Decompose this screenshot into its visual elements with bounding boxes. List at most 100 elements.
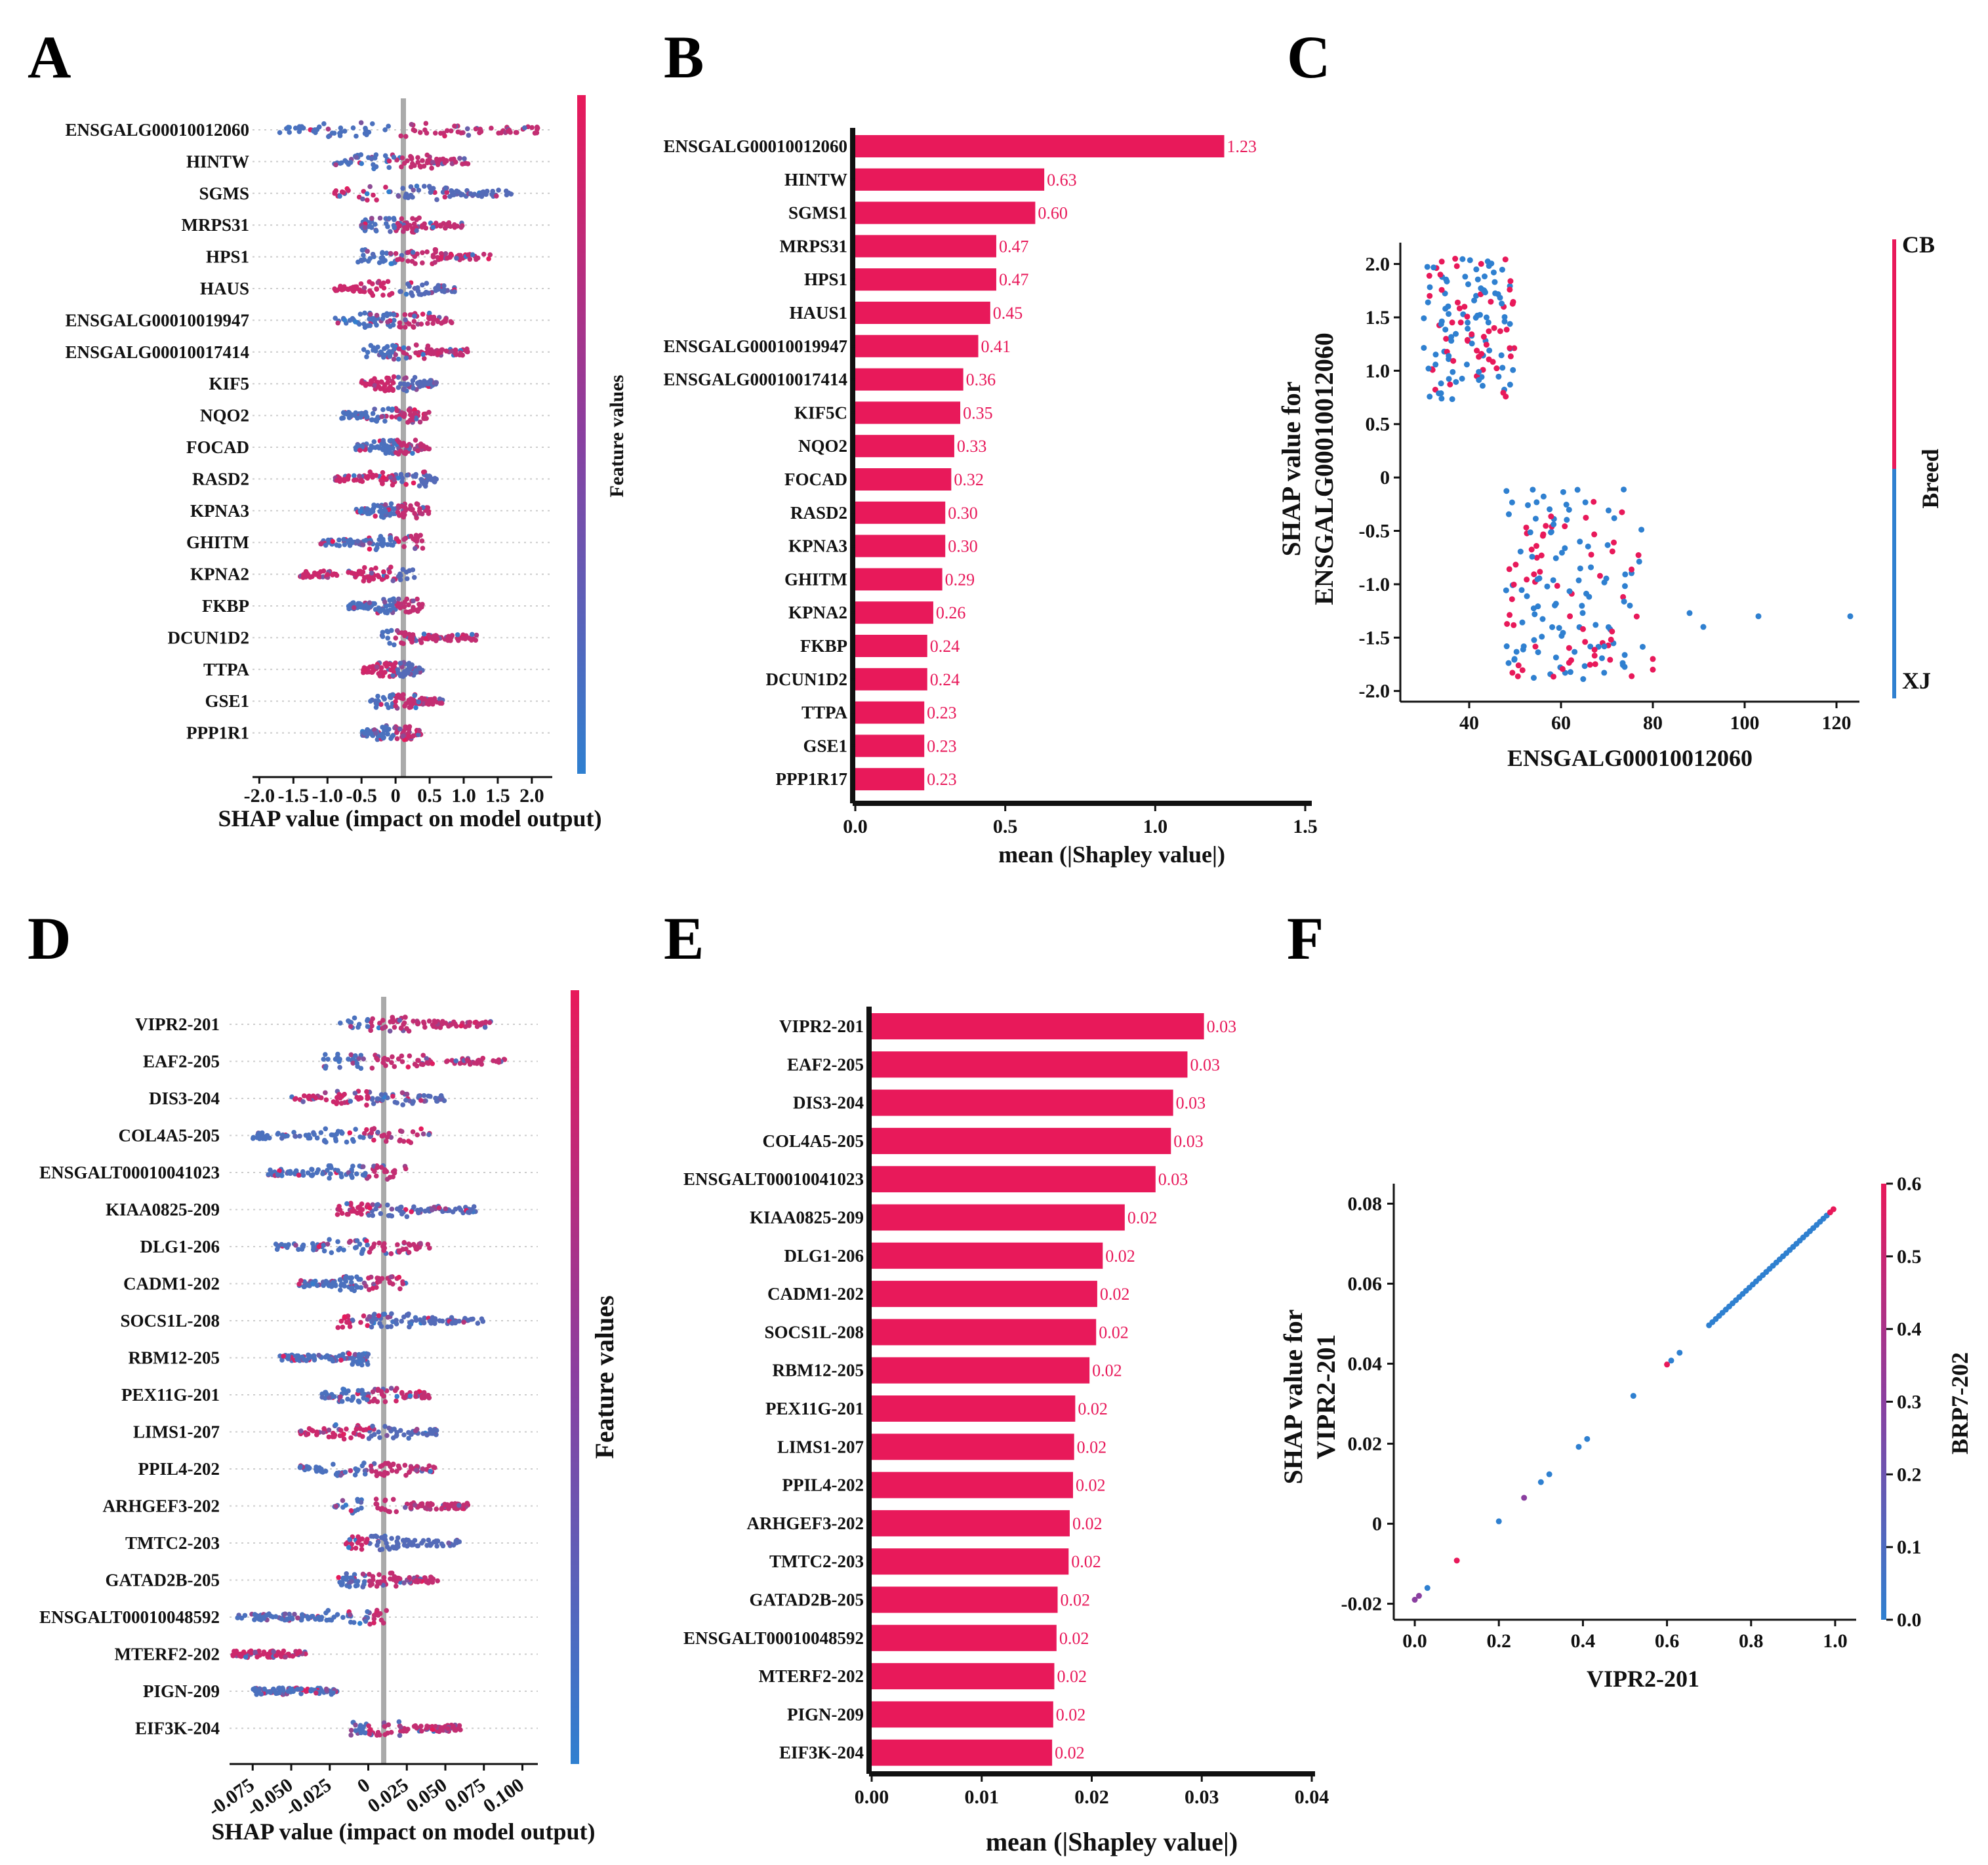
d-shap-point	[416, 1503, 422, 1509]
f-point	[1676, 1350, 1683, 1356]
d-shap-point	[355, 1498, 361, 1504]
a-shap-point	[421, 184, 427, 189]
c-point	[1462, 273, 1469, 280]
d-shap-point	[434, 1543, 439, 1549]
a-shap-point	[368, 378, 374, 384]
d-shap-point	[333, 1503, 339, 1509]
a-shap-point	[397, 416, 402, 422]
a-shap-point	[380, 354, 386, 360]
a-shap-point	[369, 570, 375, 576]
a-shap-point	[432, 190, 437, 195]
b-bar	[855, 534, 946, 557]
e-value-label: 0.02	[1127, 1209, 1158, 1228]
a-shap-point	[376, 384, 382, 390]
d-shap-point	[351, 1430, 357, 1436]
d-shap-point	[406, 1250, 412, 1255]
a-shap-point	[418, 164, 424, 170]
a-feature-label: TTPA	[203, 660, 250, 679]
d-shap-point	[430, 1022, 436, 1028]
panel-c-colorbar-top-label: CB	[1902, 231, 1935, 258]
d-shap-point	[249, 1650, 254, 1656]
c-point	[1443, 336, 1450, 342]
c-point	[1592, 622, 1599, 628]
d-shap-point	[361, 1247, 366, 1253]
d-shap-point	[396, 1056, 401, 1062]
d-shap-point	[418, 1098, 424, 1103]
a-shap-point	[426, 511, 432, 516]
d-shap-point	[271, 1649, 276, 1654]
d-shap-point	[338, 1428, 344, 1434]
e-category-label: PIGN-209	[787, 1704, 864, 1724]
d-shap-point	[354, 1171, 359, 1176]
b-bar	[855, 302, 990, 324]
a-shap-point	[430, 186, 436, 191]
a-shap-point	[370, 509, 376, 514]
d-shap-point	[314, 1170, 319, 1176]
a-x-tick-label: 0	[391, 785, 401, 807]
a-shap-point	[420, 470, 426, 475]
f-colorbar-tick-label: 0.4	[1897, 1319, 1922, 1340]
c-point	[1566, 645, 1572, 651]
a-shap-point	[447, 635, 453, 641]
c-point	[1560, 489, 1566, 495]
c-point	[1587, 662, 1593, 668]
c-point	[1552, 654, 1559, 661]
a-shap-point	[378, 504, 384, 510]
a-shap-point	[388, 511, 394, 516]
a-shap-point	[474, 632, 479, 638]
f-point	[1415, 1593, 1422, 1599]
d-shap-point	[369, 1324, 375, 1330]
f-y-tick-label: -0.02	[1341, 1594, 1383, 1615]
d-shap-point	[401, 1138, 407, 1144]
c-point	[1543, 523, 1549, 529]
d-shap-point	[349, 1275, 354, 1281]
a-x-tick-label: 1.5	[485, 785, 510, 807]
d-shap-point	[323, 1610, 329, 1616]
d-shap-point	[237, 1653, 243, 1658]
c-point	[1531, 637, 1537, 643]
a-shap-point	[369, 216, 375, 221]
c-point	[1580, 626, 1587, 632]
c-point	[1453, 331, 1459, 337]
a-shap-point	[325, 572, 331, 577]
d-shap-point	[348, 1052, 354, 1058]
c-point	[1421, 315, 1427, 321]
d-shap-point	[361, 1460, 367, 1466]
a-shap-point	[433, 249, 438, 255]
a-shap-point	[394, 450, 399, 456]
a-shap-point	[342, 129, 348, 134]
a-shap-point	[409, 291, 414, 296]
a-shap-point	[372, 601, 377, 607]
a-shap-point	[458, 130, 464, 136]
d-shap-point	[346, 1056, 351, 1062]
d-shap-point	[350, 1361, 355, 1367]
d-shap-point	[399, 1053, 405, 1059]
a-shap-point	[377, 509, 382, 514]
d-shap-point	[305, 1431, 311, 1437]
d-shap-point	[314, 1283, 320, 1289]
a-shap-point	[392, 642, 397, 648]
c-point	[1430, 264, 1437, 271]
a-shap-point	[416, 699, 422, 705]
a-shap-point	[405, 258, 411, 264]
d-shap-point	[340, 1352, 346, 1357]
d-shap-point	[279, 1616, 285, 1622]
c-point	[1577, 565, 1583, 572]
d-shap-point	[275, 1131, 281, 1137]
e-bar	[872, 1013, 1204, 1039]
a-shap-point	[395, 220, 401, 226]
b-category-label: HAUS1	[789, 303, 847, 323]
a-shap-point	[325, 537, 331, 543]
a-shap-point	[384, 311, 390, 317]
e-bar	[872, 1089, 1173, 1116]
a-shap-point	[361, 668, 367, 673]
d-shap-point	[352, 1508, 358, 1514]
a-shap-point	[361, 565, 367, 571]
d-shap-point	[402, 1395, 407, 1401]
c-point	[1507, 345, 1513, 351]
c-point	[1498, 352, 1505, 359]
d-shap-point	[361, 1313, 367, 1319]
d-shap-point	[340, 1130, 345, 1136]
a-shap-point	[403, 569, 409, 575]
d-shap-point	[414, 1063, 420, 1069]
